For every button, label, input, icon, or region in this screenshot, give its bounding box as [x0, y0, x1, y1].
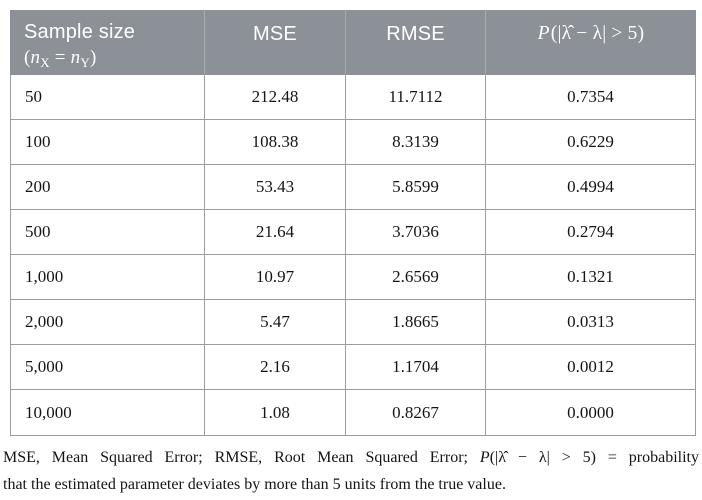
footnote-line1: MSE, Mean Squared Error; RMSE, Root Mean…	[3, 449, 700, 466]
table-row: 5,000 2.16 1.1704 0.0012	[11, 345, 695, 390]
header-sample-size-line1: Sample size	[24, 21, 136, 43]
cell-sample-size: 200	[25, 177, 51, 196]
cell-mse: 10.97	[204, 255, 345, 299]
header-mse: MSE	[204, 10, 345, 76]
cell-probability: 0.6229	[485, 120, 695, 164]
table-row: 2,000 5.47 1.8665 0.0313	[11, 300, 695, 345]
cell-rmse: 2.6569	[345, 255, 485, 299]
header-sample-size-math: (nX = nY)	[24, 47, 97, 70]
table-row: 50 212.48 11.7112 0.7354	[11, 75, 695, 120]
table-row: 500 21.64 3.7036 0.2794	[11, 210, 695, 255]
cell-mse: 2.16	[204, 345, 345, 389]
cell-mse: 1.08	[204, 390, 345, 435]
cell-rmse: 11.7112	[345, 75, 485, 119]
header-rmse: RMSE	[345, 10, 485, 76]
cell-sample-size: 2,000	[25, 312, 64, 331]
cell-probability: 0.4994	[485, 165, 695, 209]
table-row: 200 53.43 5.8599 0.4994	[11, 165, 695, 210]
footnote-line2: that the estimated parameter deviates by…	[3, 476, 506, 493]
cell-sample-size: 10,000	[25, 402, 72, 422]
cell-mse: 108.38	[204, 120, 345, 164]
results-table: Sample size (nX = nY) MSE RMSE P (|λ̂ − λ…	[10, 10, 696, 436]
cell-rmse: 1.1704	[345, 345, 485, 389]
cell-rmse: 3.7036	[345, 210, 485, 254]
cell-sample-size: 5,000	[25, 357, 64, 376]
header-sample-size: Sample size (nX = nY)	[10, 10, 204, 76]
cell-probability: 0.7354	[485, 75, 695, 119]
cell-mse: 5.47	[204, 300, 345, 344]
cell-rmse: 1.8665	[345, 300, 485, 344]
cell-sample-size: 500	[25, 222, 51, 241]
cell-mse: 212.48	[204, 75, 345, 119]
cell-probability: 0.1321	[485, 255, 695, 299]
header-probability: P (|λ̂ − λ| > 5)	[485, 10, 696, 76]
cell-probability: 0.0000	[485, 390, 695, 435]
table-row: 100 108.38 8.3139 0.6229	[11, 120, 695, 165]
cell-sample-size: 100	[25, 132, 51, 151]
cell-sample-size: 1,000	[25, 267, 64, 286]
cell-sample-size: 50	[25, 87, 42, 106]
cell-rmse: 8.3139	[345, 120, 485, 164]
table-row: 10,000 1.08 0.8267 0.0000	[11, 390, 695, 435]
cell-rmse: 0.8267	[345, 390, 485, 435]
cell-rmse: 5.8599	[345, 165, 485, 209]
cell-probability: 0.0012	[485, 345, 695, 389]
cell-probability: 0.0313	[485, 300, 695, 344]
table-body: 50 212.48 11.7112 0.7354 100 108.38 8.31…	[10, 75, 696, 436]
cell-probability: 0.2794	[485, 210, 695, 254]
cell-mse: 21.64	[204, 210, 345, 254]
cell-mse: 53.43	[204, 165, 345, 209]
table-row: 1,000 10.97 2.6569 0.1321	[11, 255, 695, 300]
table-header-row: Sample size (nX = nY) MSE RMSE P (|λ̂ − λ…	[10, 10, 696, 76]
table-footnote: MSE, Mean Squared Error; RMSE, Root Mean…	[3, 444, 699, 498]
